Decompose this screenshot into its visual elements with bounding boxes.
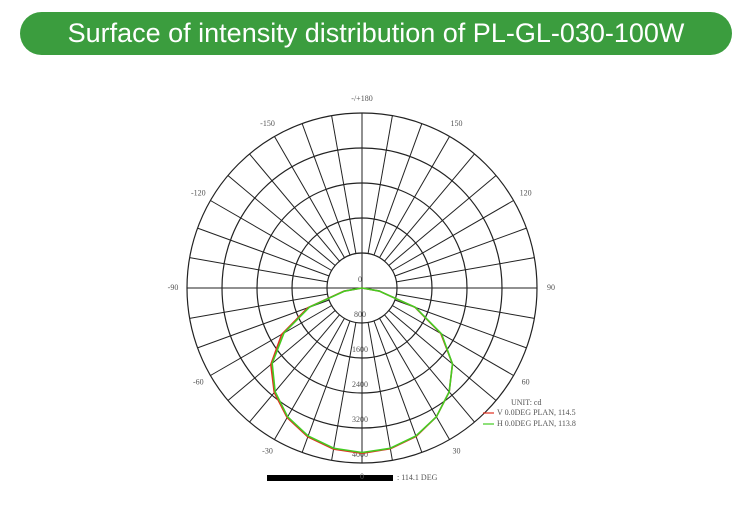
angle-tick-label: 30	[453, 447, 461, 456]
angle-tick-label: -120	[191, 188, 206, 197]
angle-tick-label: -60	[193, 377, 204, 386]
legend-label: H 0.0DEG PLAN, 113.8	[497, 419, 576, 428]
grid-ring	[186, 112, 538, 464]
angle-tick-label: 0	[360, 472, 364, 481]
angle-tick-label: -150	[260, 119, 275, 128]
r-tick-label: 800	[354, 310, 366, 319]
angle-tick-label: 90	[547, 283, 555, 292]
angle-tick-label: -/+180	[351, 94, 372, 103]
r-tick-label: 0	[358, 275, 362, 284]
angle-tick-label: 120	[520, 188, 532, 197]
angle-tick-label: 150	[451, 119, 463, 128]
footer-bar	[267, 475, 393, 481]
r-tick-label: 2400	[352, 380, 368, 389]
angle-tick-label: -90	[168, 283, 179, 292]
intensity-curve	[271, 287, 454, 454]
grid-ring	[291, 217, 433, 359]
footer-label: : 114.1 DEG	[397, 473, 438, 482]
angle-tick-label: 60	[522, 377, 530, 386]
r-tick-label: 3200	[352, 415, 368, 424]
angle-tick-label: -30	[262, 447, 273, 456]
title-banner: Surface of intensity distribution of PL-…	[20, 12, 732, 55]
r-tick-label: 4000	[352, 450, 368, 459]
grid-ring	[326, 252, 398, 324]
grid-ring	[256, 182, 468, 394]
grid-ring	[221, 147, 503, 429]
unit-label: UNIT: cd	[511, 398, 541, 407]
r-tick-label: 1600	[352, 345, 368, 354]
legend-label: V 0.0DEG PLAN, 114.5	[497, 408, 576, 417]
